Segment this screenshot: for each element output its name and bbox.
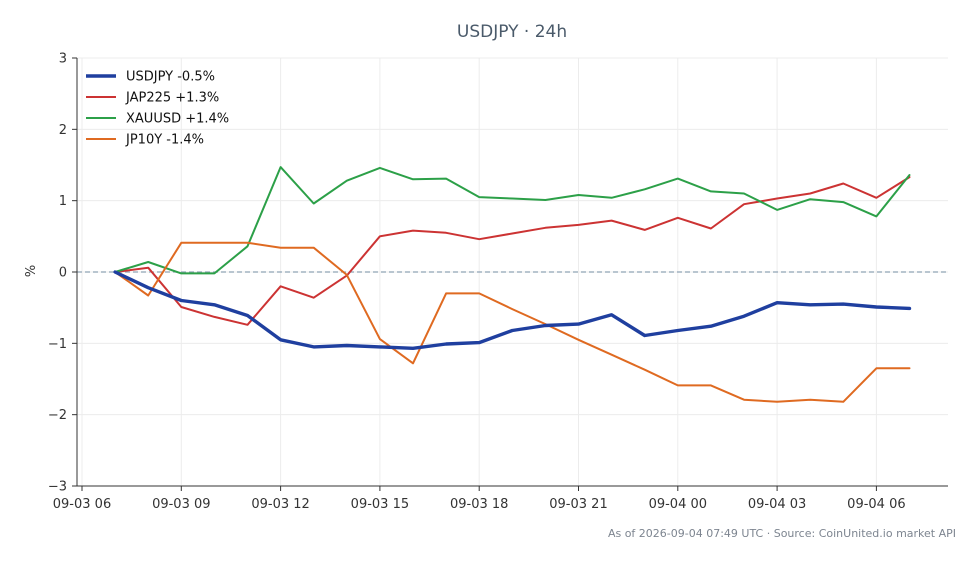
- x-tick-label: 09-03 21: [549, 497, 607, 512]
- series-line-1: [114, 176, 911, 326]
- legend-label: XAUUSD +1.4%: [126, 112, 229, 127]
- y-axis-label: %: [24, 265, 39, 277]
- footer-source: As of 2026-09-04 07:49 UTC · Source: Coi…: [608, 527, 956, 540]
- y-tick-label: 0: [59, 266, 67, 281]
- x-tick-label: 09-03 06: [53, 497, 111, 512]
- x-ticks: 09-03 06 09-03 09 09-03 12 09-03 15 09-03 18…: [53, 486, 906, 512]
- legend-label: JAP225 +1.3%: [125, 91, 219, 106]
- y-tick-label: 3: [59, 52, 67, 67]
- y-ticks: −3 −2 −1 0 1 2 3: [48, 52, 77, 495]
- series-lines: [113, 166, 912, 403]
- y-tick-label: −2: [48, 408, 67, 423]
- y-tick-label: −1: [48, 337, 67, 352]
- series-line-0: [113, 270, 912, 350]
- x-tick-label: 09-03 15: [351, 497, 409, 512]
- y-tick-label: 1: [59, 194, 67, 209]
- y-tick-label: 2: [59, 123, 67, 138]
- legend-label: USDJPY -0.5%: [126, 70, 215, 85]
- legend-label: JP10Y -1.4%: [125, 133, 204, 148]
- y-tick-label: −3: [48, 480, 67, 495]
- x-tick-label: 09-04 00: [649, 497, 707, 512]
- x-tick-label: 09-04 06: [847, 497, 905, 512]
- series-line-2: [114, 166, 911, 275]
- chart-title: USDJPY · 24h: [457, 22, 567, 42]
- x-tick-label: 09-03 09: [152, 497, 210, 512]
- x-tick-label: 09-03 18: [450, 497, 508, 512]
- series-line-3: [114, 241, 911, 403]
- x-tick-label: 09-04 03: [748, 497, 806, 512]
- legend: USDJPY -0.5% JAP225 +1.3% XAUUSD +1.4% JP10…: [86, 70, 229, 148]
- x-tick-label: 09-03 12: [251, 497, 309, 512]
